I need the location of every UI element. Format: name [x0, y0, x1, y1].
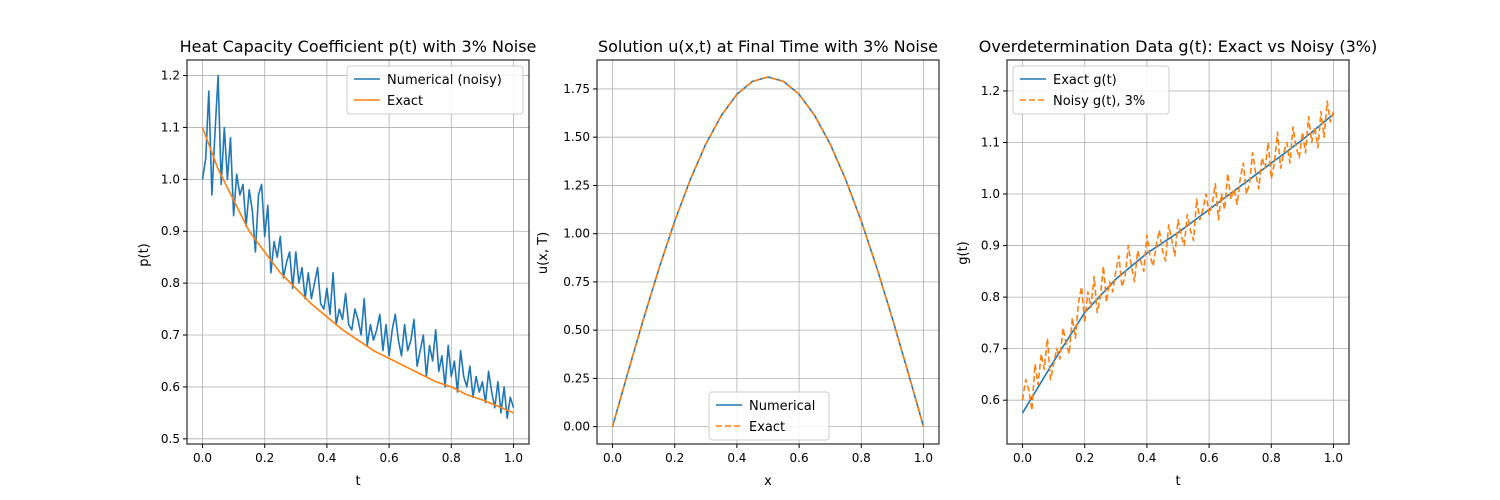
chart-title: Overdetermination Data g(t): Exact vs No…	[979, 37, 1377, 56]
x-tick-label: 0.0	[603, 451, 622, 465]
x-axis-label: t	[1175, 474, 1180, 489]
y-tick-label: 0.7	[161, 328, 180, 342]
y-tick-label: 1.50	[563, 130, 590, 144]
series-line	[1021, 100, 1335, 412]
g-t-chart: Overdetermination Data g(t): Exact vs No…	[956, 37, 1377, 489]
y-tick-label: 1.2	[981, 84, 1000, 98]
y-tick-label: 0.6	[161, 380, 180, 394]
x-tick-label: 0.6	[790, 451, 809, 465]
x-tick-label: 1.0	[504, 451, 523, 465]
x-tick-label: 0.0	[193, 451, 212, 465]
legend-label: Noisy g(t), 3%	[1053, 94, 1145, 109]
x-tick-label: 0.4	[727, 451, 746, 465]
legend: Numerical (noisy) Exact	[346, 65, 524, 115]
x-tick-label: 0.2	[665, 451, 684, 465]
y-axis-label: u(x, T)	[536, 232, 551, 274]
y-tick-label: 1.0	[981, 187, 1000, 201]
x-tick-label: 0.6	[1200, 451, 1219, 465]
y-tick-label: 1.00	[563, 227, 590, 241]
legend: Exact g(t) Noisy g(t), 3%	[1012, 65, 1170, 115]
p-t-chart: Heat Capacity Coefficient p(t) with 3% N…	[137, 37, 536, 489]
x-tick-label: 1.0	[1324, 451, 1343, 465]
y-tick-label: 0.9	[981, 239, 1000, 253]
plot-frame	[1006, 59, 1350, 445]
y-tick-label: 1.1	[981, 135, 1000, 149]
y-tick-label: 1.0	[161, 172, 180, 186]
legend-box	[708, 391, 830, 441]
y-axis-label: p(t)	[137, 243, 152, 267]
legend-label: Exact g(t)	[1053, 73, 1117, 88]
x-tick-label: 0.6	[380, 451, 399, 465]
y-tick-label: 0.8	[161, 276, 180, 290]
series-line	[611, 76, 925, 427]
y-tick-label: 1.2	[161, 69, 180, 83]
x-tick-label: 0.4	[317, 451, 336, 465]
y-tick-label: 0.5	[161, 432, 180, 446]
legend-label: Numerical	[749, 399, 815, 414]
series-line	[201, 127, 514, 414]
y-tick-label: 1.75	[563, 82, 590, 96]
x-tick-label: 0.2	[1075, 451, 1094, 465]
x-tick-label: 0.0	[1013, 451, 1032, 465]
x-tick-label: 0.8	[1262, 451, 1281, 465]
x-axis-label: x	[764, 474, 772, 489]
plot-frame	[186, 59, 530, 445]
chart-title: Heat Capacity Coefficient p(t) with 3% N…	[180, 37, 537, 56]
y-tick-label: 0.7	[981, 342, 1000, 356]
u-x-T-chart: Solution u(x,t) at Final Time with 3% No…	[536, 37, 940, 489]
legend-label: Exact	[749, 420, 785, 435]
x-tick-label: 1.0	[914, 451, 933, 465]
y-tick-label: 0.25	[563, 371, 590, 385]
chart-title: Solution u(x,t) at Final Time with 3% No…	[598, 37, 938, 56]
y-tick-label: 0.75	[563, 275, 590, 289]
legend: Numerical Exact	[708, 391, 830, 441]
y-tick-label: 0.6	[981, 393, 1000, 407]
legend-label: Exact	[387, 94, 423, 109]
x-tick-label: 0.8	[852, 451, 871, 465]
y-tick-label: 0.8	[981, 290, 1000, 304]
legend-box	[1012, 65, 1170, 115]
y-tick-label: 1.25	[563, 178, 590, 192]
y-tick-label: 0.00	[563, 420, 590, 434]
x-tick-label: 0.2	[255, 451, 274, 465]
y-tick-label: 0.50	[563, 323, 590, 337]
plot-frame	[596, 59, 940, 445]
legend-label: Numerical (noisy)	[387, 73, 502, 88]
x-axis-label: t	[355, 474, 360, 489]
y-tick-label: 0.9	[161, 224, 180, 238]
x-tick-label: 0.8	[442, 451, 461, 465]
x-tick-label: 0.4	[1137, 451, 1156, 465]
legend-box	[346, 65, 524, 115]
y-tick-label: 1.1	[161, 120, 180, 134]
y-axis-label: g(t)	[956, 241, 971, 265]
